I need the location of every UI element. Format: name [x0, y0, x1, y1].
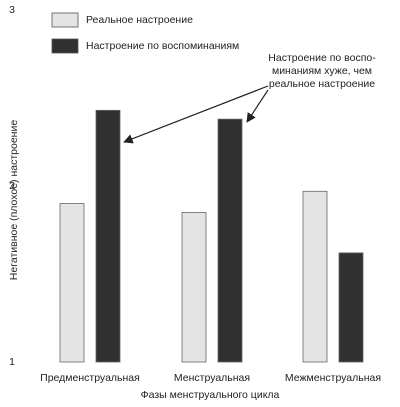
annotation-text: Настроение по воспо-	[268, 52, 376, 64]
legend-swatch	[51, 12, 79, 28]
bar	[302, 190, 328, 363]
bar	[59, 203, 85, 363]
y-tick-label: 1	[9, 356, 15, 368]
x-tick-label: Предменструальная	[40, 372, 140, 384]
annotation-text: реальное настроение	[269, 78, 375, 90]
x-tick-label: Межменструальная	[285, 372, 381, 384]
bar	[95, 109, 121, 363]
y-tick-label: 3	[9, 4, 15, 16]
bar	[338, 252, 364, 363]
x-axis-label: Фазы менструального цикла	[141, 389, 280, 401]
x-tick-label: Менструальная	[174, 372, 250, 384]
legend-label: Настроение по воспоминаниям	[86, 40, 239, 52]
annotation-arrow	[123, 85, 269, 144]
y-tick-label: 2	[9, 180, 15, 192]
y-axis-label: Негативное (плохое) настроение	[8, 120, 20, 281]
annotation-arrow	[246, 89, 269, 123]
annotation-text: минаниям хуже, чем	[272, 65, 372, 77]
bar	[181, 211, 207, 363]
legend-label: Реальное настроение	[86, 14, 193, 26]
annotation	[123, 85, 269, 144]
legend-swatch	[51, 38, 79, 54]
bar	[217, 118, 243, 363]
